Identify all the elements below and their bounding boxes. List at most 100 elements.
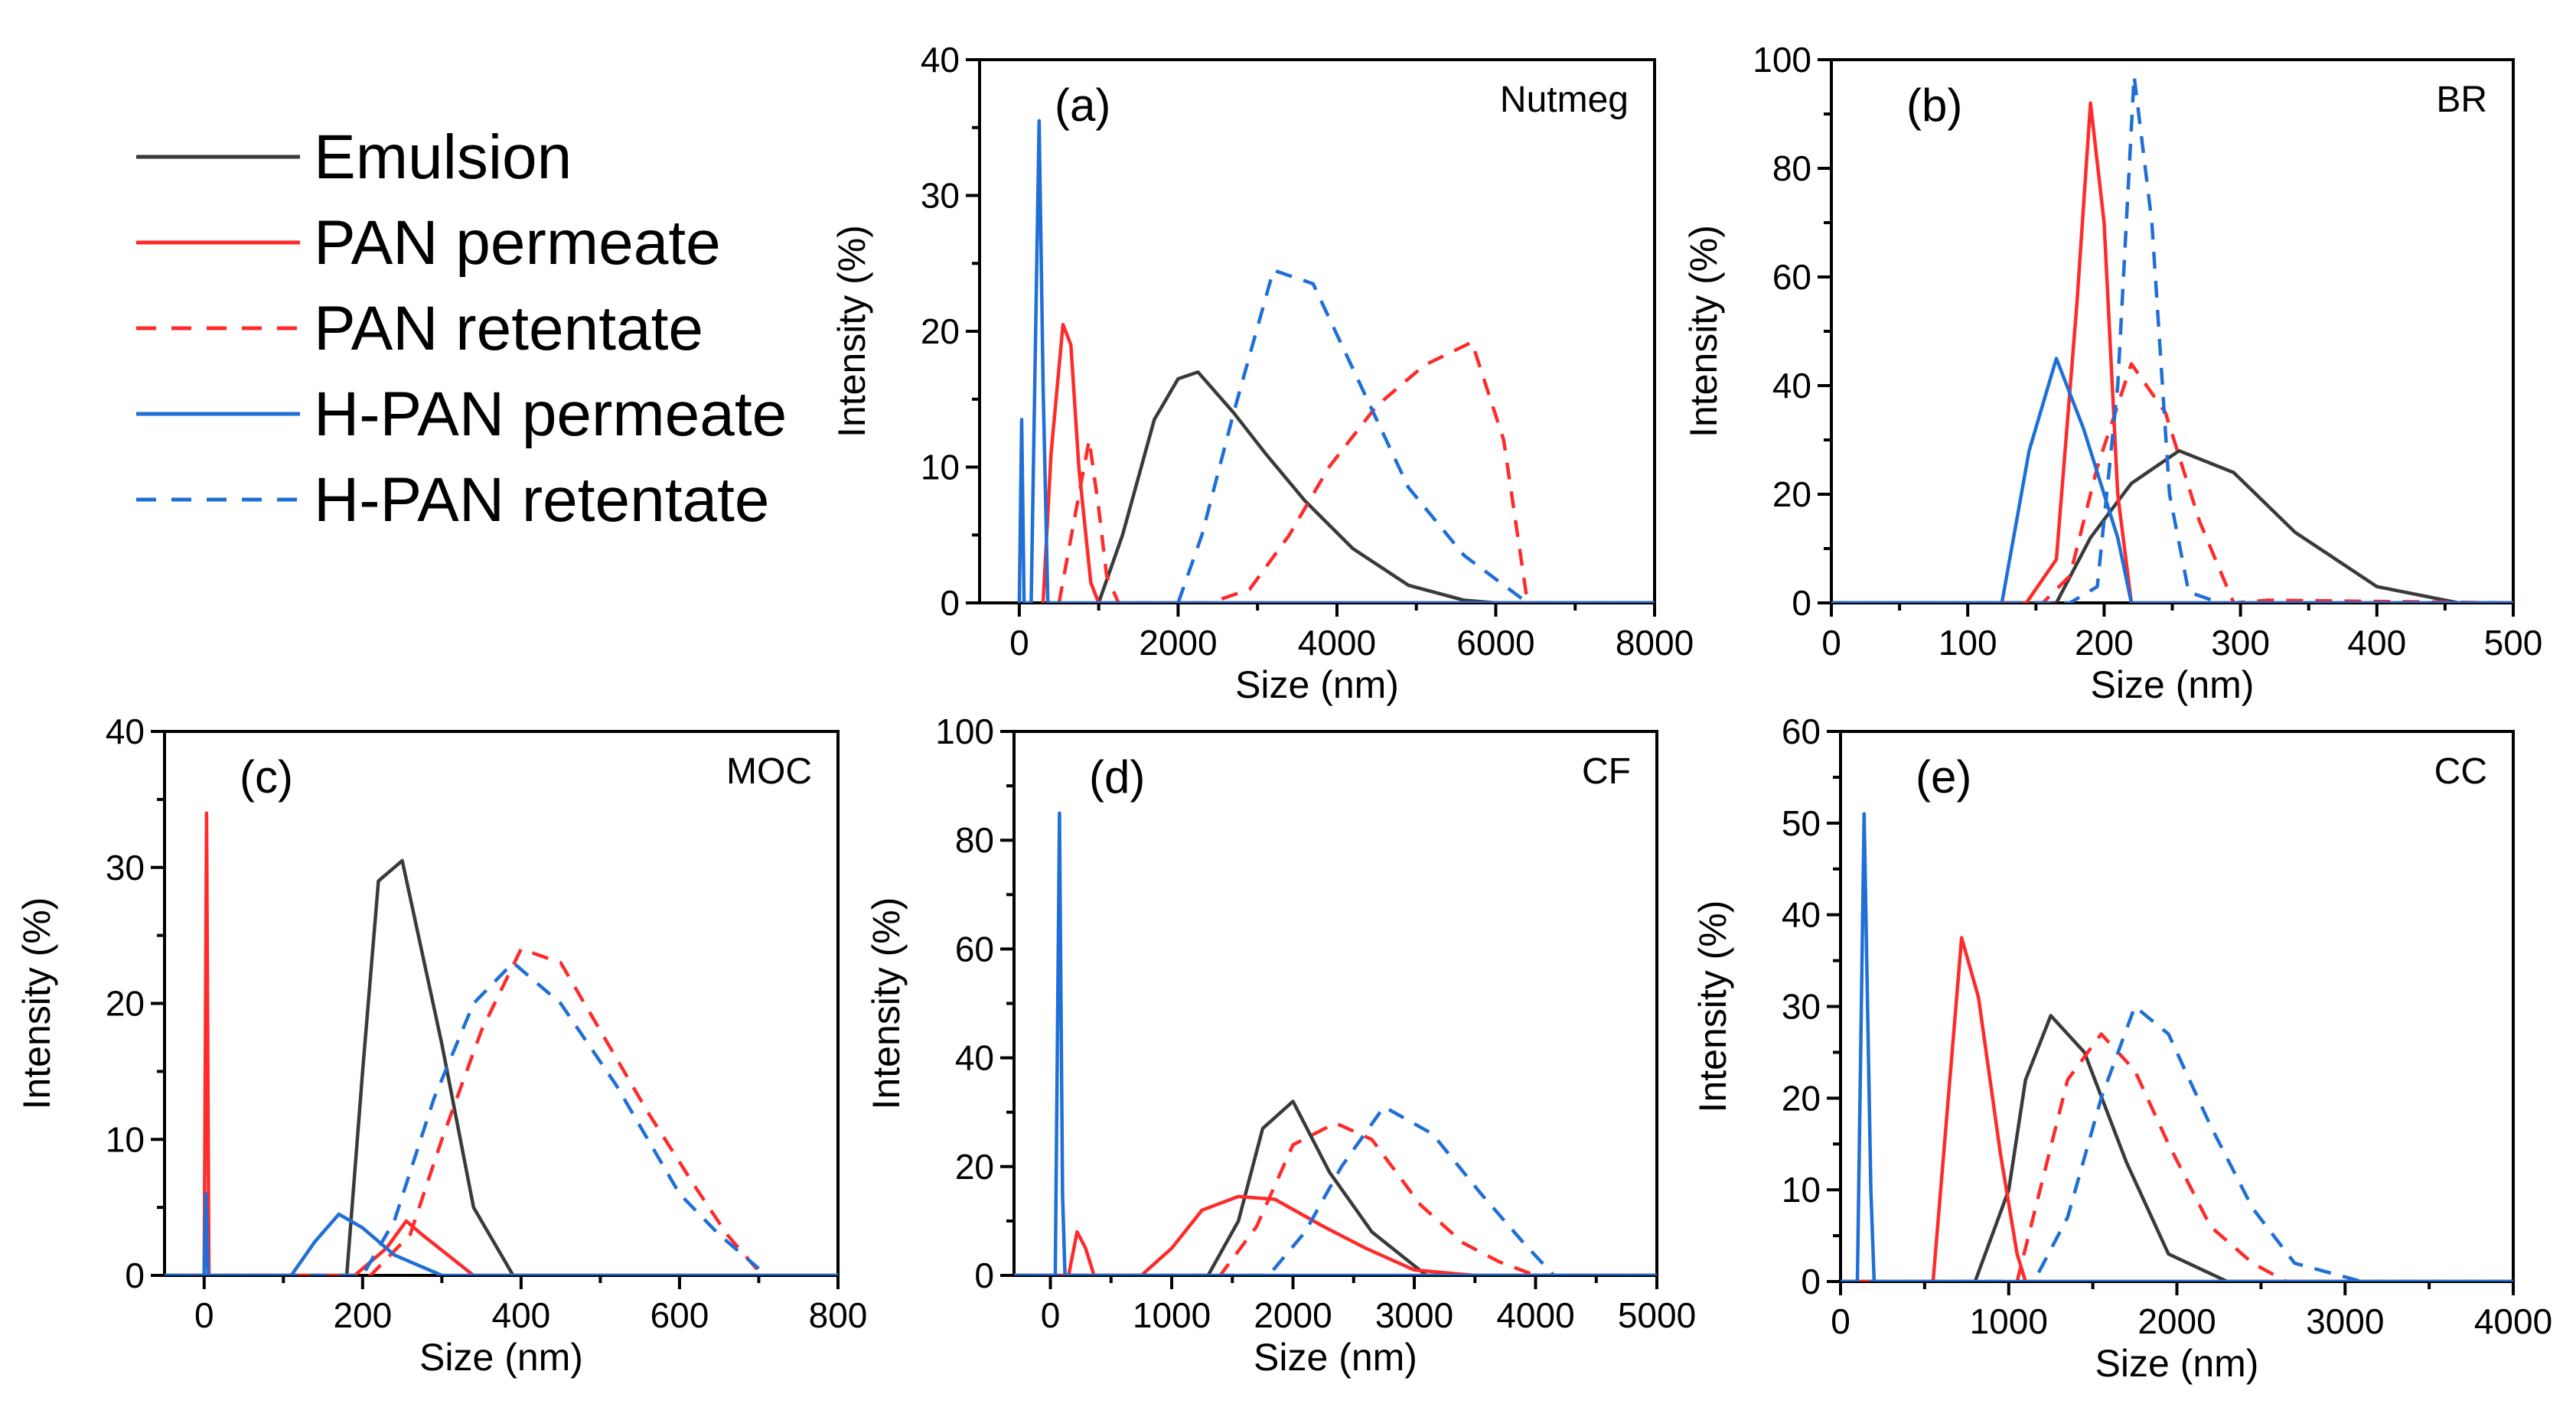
series-line-pan-retentate [1057,340,1655,603]
series-line-pan-permeate [1014,1194,1657,1275]
y-tick-label: 20 [921,311,960,351]
series-line-h-pan-permeate [1014,811,1657,1275]
x-tick-label: 8000 [1616,623,1694,663]
y-tick-label: 0 [1792,583,1811,623]
y-tick-label: 20 [955,1147,994,1187]
x-tick-label: 200 [333,1295,392,1335]
y-tick-label: 60 [1772,257,1811,297]
y-axis-title: Intensity (%) [1691,901,1734,1113]
panel-label: (d) [1089,751,1145,803]
y-tick-label: 0 [125,1256,145,1295]
x-tick-label: 0 [1821,623,1841,663]
x-tick-label: 0 [1009,623,1029,663]
y-tick-label: 30 [106,848,145,888]
y-tick-label: 20 [1782,1078,1821,1118]
y-axis-title: Intensity (%) [865,897,908,1110]
y-tick-label: 0 [940,583,960,623]
x-axis-title: Size (nm) [419,1336,583,1379]
legend: Emulsion PAN permeate PAN retentate H-PAN p… [136,122,787,535]
x-axis-title: Size (nm) [1254,1336,1417,1379]
x-axis-title: Size (nm) [1235,663,1399,706]
y-tick-label: 60 [1782,712,1821,751]
y-axis-title: Intensity (%) [830,225,873,438]
panel-label: (a) [1055,80,1110,131]
series-line-h-pan-retentate [1841,1005,2513,1282]
plot-frame [978,58,1656,604]
plot-frame [1830,58,2515,604]
y-tick-label: 20 [1772,474,1811,514]
y-tick-label: 10 [1782,1170,1821,1210]
x-tick-label: 800 [809,1295,868,1335]
chart-panel: 0 1000 2000 3000 4000 0 10 20 30 40 50 60 Size (nm) I… [1691,712,2552,1385]
x-tick-label: 4000 [2474,1301,2552,1341]
y-tick-label: 40 [106,712,145,751]
y-tick-label: 40 [1782,895,1821,935]
y-axis-title: Intensity (%) [15,897,58,1110]
series-line-emulsion [1014,1099,1657,1275]
series-line-emulsion [1831,448,2513,603]
legend-label: H-PAN permeate [314,379,787,449]
legend-label: PAN permeate [314,208,721,278]
series-line-emulsion [1097,370,1655,603]
y-tick-label: 80 [1772,148,1811,188]
series-line-h-pan-permeate [1841,812,2513,1282]
x-tick-label: 100 [1939,623,1997,663]
chart-panel: 0 200 400 600 800 0 10 20 30 40 Size (nm) Intensity… [15,712,867,1379]
chart-panel: 0 100 200 300 400 500 0 20 40 60 80 100 Size (nm) Int… [1682,40,2542,706]
x-tick-label: 300 [2211,623,2270,663]
panel-title: BR [2436,80,2487,120]
series-line-h-pan-retentate [165,960,760,1275]
x-tick-label: 4000 [1496,1295,1574,1335]
chart-panel: 0 2000 4000 6000 8000 0 10 20 30 40 Size (nm) Inten… [830,40,1694,706]
panel-title: CF [1582,751,1631,792]
series-group [165,811,838,1275]
panel-label: (e) [1916,751,1971,803]
series-line-h-pan-retentate [1014,1105,1657,1275]
x-tick-label: 400 [492,1295,551,1335]
panel-title: CC [2434,751,2487,792]
series-line-h-pan-retentate [1176,268,1655,603]
x-tick-label: 4000 [1298,623,1376,663]
y-tick-label: 60 [955,929,994,969]
x-tick-label: 200 [2075,623,2134,663]
plot-frame [1012,730,1658,1277]
series-group [1841,812,2513,1282]
series-line-h-pan-permeate [165,1192,838,1275]
legend-item: PAN permeate [136,208,721,278]
series-line-pan-retentate [1014,1121,1657,1275]
panel-label: (c) [240,751,293,803]
panel-title: MOC [726,751,812,792]
y-tick-label: 40 [1772,366,1811,405]
x-tick-label: 1000 [1970,1301,2048,1341]
series-line-pan-retentate [1841,1032,2513,1282]
y-tick-label: 0 [1801,1262,1821,1301]
x-tick-label: 0 [1041,1295,1061,1335]
y-tick-label: 30 [921,176,960,216]
x-tick-label: 400 [2347,623,2406,663]
x-axis-title: Size (nm) [2091,663,2255,706]
legend-label: Emulsion [314,122,572,192]
y-tick-label: 50 [1782,803,1821,843]
legend-label: PAN retentate [314,294,703,363]
y-tick-label: 40 [955,1038,994,1078]
x-tick-label: 3000 [2306,1301,2384,1341]
y-tick-label: 10 [106,1119,145,1159]
y-tick-label: 20 [106,984,145,1024]
panel-title: Nutmeg [1500,80,1629,120]
legend-label: H-PAN retentate [314,465,770,535]
series-group [1831,74,2513,603]
series-line-h-pan-permeate [1017,119,1655,603]
x-tick-label: 2000 [2137,1301,2216,1341]
y-tick-label: 0 [974,1256,994,1295]
x-tick-label: 1000 [1133,1295,1211,1335]
x-tick-label: 2000 [1254,1295,1332,1335]
x-tick-label: 0 [194,1295,214,1335]
x-tick-label: 0 [1831,1301,1850,1341]
series-line-pan-permeate [165,811,838,1275]
series-line-pan-retentate [165,947,761,1275]
x-tick-label: 500 [2484,623,2543,663]
series-line-h-pan-retentate [1831,74,2513,603]
legend-item: H-PAN permeate [136,379,787,449]
series-line-pan-permeate [1831,101,2513,603]
